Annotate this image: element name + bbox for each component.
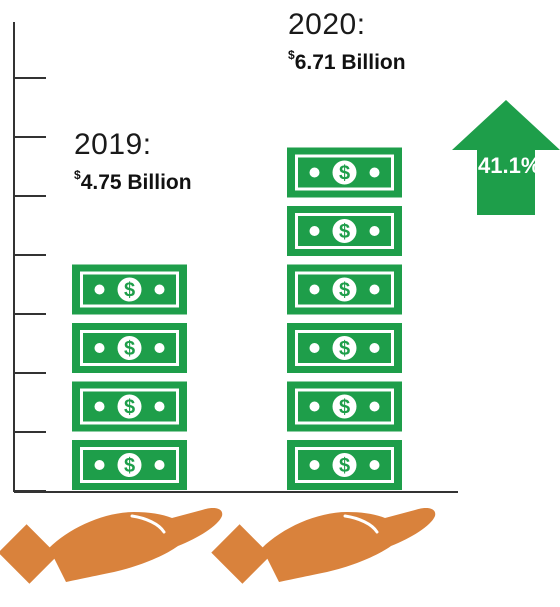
- y-axis: [13, 22, 458, 493]
- amount-text: 6.71 Billion: [294, 51, 406, 74]
- hands: [0, 508, 436, 584]
- increase-arrow: 41.1%: [452, 100, 560, 215]
- svg-text:$: $: [124, 338, 135, 360]
- svg-text:$: $: [339, 397, 350, 419]
- money-bill-icon: $: [287, 381, 402, 432]
- money-bill-icon: $: [287, 440, 402, 490]
- money-bill-icon: $: [72, 323, 187, 373]
- amount-text: 4.75 Billion: [80, 171, 192, 194]
- money-bill-icon: $: [72, 381, 187, 432]
- open-hand-icon: [0, 508, 223, 584]
- svg-text:$: $: [339, 455, 350, 477]
- svg-text:$: $: [339, 280, 350, 302]
- bar-value-label-2019: $4.75 Billion: [74, 168, 192, 195]
- bars: $ $ $ $ $ $ $ $ $ $: [72, 147, 402, 490]
- money-bill-icon: $: [287, 147, 402, 198]
- bar-year-label-2020: 2020:: [288, 8, 366, 41]
- svg-text:$: $: [124, 280, 135, 302]
- arrow-icon: [452, 100, 560, 215]
- svg-text:$: $: [339, 221, 350, 243]
- money-bill-icon: $: [72, 264, 187, 315]
- open-hand-icon: [211, 508, 436, 584]
- svg-text:$: $: [124, 397, 135, 419]
- currency-symbol: $: [74, 168, 81, 182]
- svg-text:$: $: [339, 163, 350, 185]
- bar-2020: $ $ $ $ $ $: [287, 147, 402, 490]
- money-bill-icon: $: [72, 440, 187, 490]
- currency-symbol: $: [288, 48, 295, 62]
- money-bill-icon: $: [287, 264, 402, 315]
- bar-value-label-2020: $6.71 Billion: [288, 48, 406, 75]
- bar-year-label-2019: 2019:: [74, 128, 152, 161]
- change-label: 41.1%: [478, 153, 540, 178]
- svg-text:$: $: [339, 338, 350, 360]
- svg-text:$: $: [124, 455, 135, 477]
- bar-2019: $ $ $ $: [72, 264, 187, 490]
- money-bill-icon: $: [287, 323, 402, 373]
- money-bill-icon: $: [287, 206, 402, 256]
